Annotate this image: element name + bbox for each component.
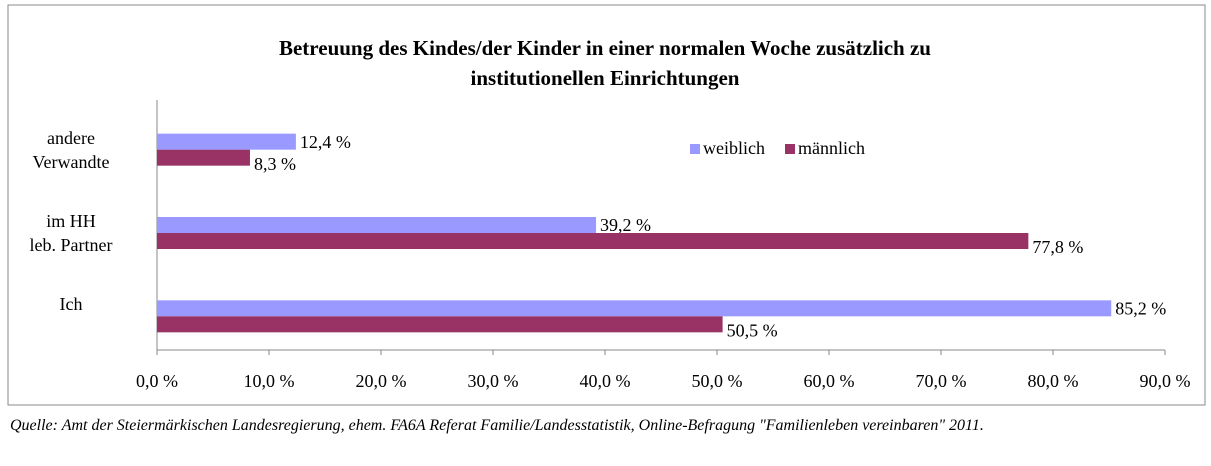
- chart-frame: [7, 4, 1206, 406]
- y-tick-label: im HH leb. Partner: [29, 211, 113, 255]
- x-tick-label: 60,0 %: [804, 371, 855, 391]
- chart-title: Betreuung des Kindes/der Kinder in einer…: [278, 36, 931, 90]
- bar: [157, 133, 296, 150]
- x-tick-label: 10,0 %: [244, 371, 295, 391]
- value-label: 12,4 %: [300, 132, 351, 152]
- value-label: 50,5 %: [727, 320, 778, 340]
- value-label: 39,2 %: [600, 215, 651, 235]
- source-note: Quelle: Amt der Steiermärkischen Landesr…: [10, 417, 984, 434]
- x-tick-label: 90,0 %: [1140, 371, 1191, 391]
- legend-swatch: [690, 144, 700, 154]
- bar: [157, 233, 1029, 249]
- legend-swatch: [784, 144, 795, 154]
- x-tick-label: 30,0 %: [468, 371, 519, 391]
- value-label: 8,3 %: [254, 154, 296, 174]
- bar: [157, 149, 250, 166]
- x-tick-label: 0,0 %: [136, 371, 178, 391]
- legend-label: weiblich: [703, 138, 765, 158]
- value-label: 85,2 %: [1115, 298, 1166, 318]
- y-tick-label: andere Verwandte: [32, 127, 110, 172]
- x-tick-label: 70,0 %: [916, 371, 967, 391]
- value-label: 77,8 %: [1032, 237, 1083, 257]
- x-tick-label: 80,0 %: [1028, 371, 1079, 391]
- y-tick-label: Ich: [59, 294, 83, 315]
- bar: [157, 217, 597, 233]
- bar: [157, 316, 723, 333]
- x-tick-label: 20,0 %: [356, 371, 407, 391]
- x-tick-label: 50,0 %: [692, 371, 743, 391]
- legend-label: männlich: [798, 138, 865, 158]
- bar: [157, 300, 1112, 317]
- x-tick-label: 40,0 %: [580, 371, 631, 391]
- chart: 0,0 % 10,0 % 20,0 % 30,0 % 40,0 % 50,0 % 60,0 …: [7, 4, 1206, 406]
